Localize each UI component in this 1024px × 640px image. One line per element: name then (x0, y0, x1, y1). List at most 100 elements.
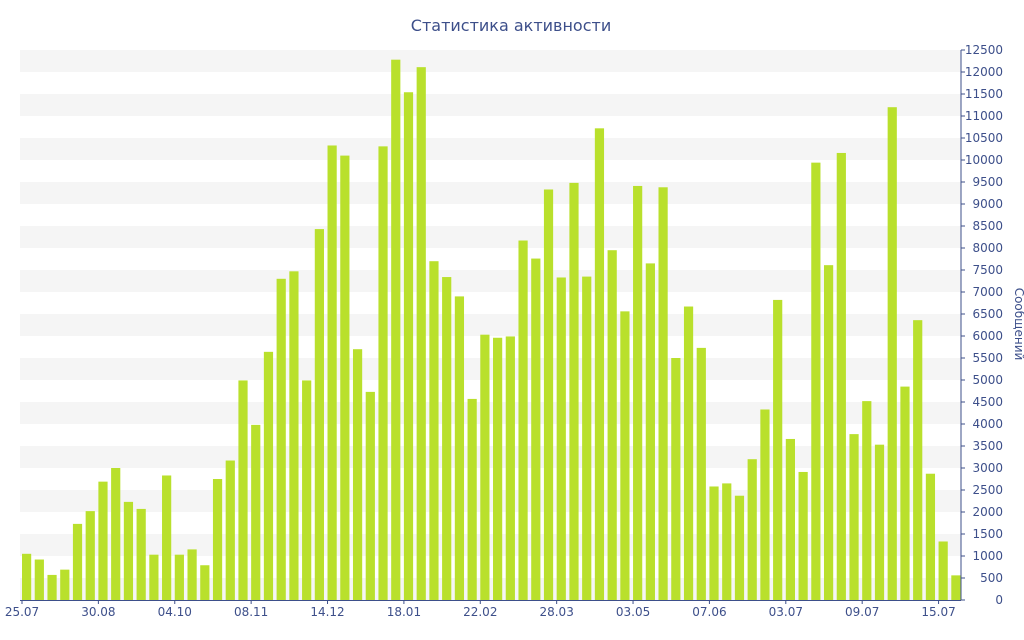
bar (200, 565, 210, 600)
bar (671, 358, 681, 600)
y-tick-label: 500 (980, 571, 1003, 585)
y-tick-label: 12500 (965, 43, 1003, 57)
chart-title: Статистика активности (411, 16, 611, 35)
y-tick-label: 8000 (972, 241, 1003, 255)
y-tick-label: 7500 (972, 263, 1003, 277)
grid-band (20, 138, 961, 160)
grid-band (20, 270, 961, 292)
bar (785, 438, 795, 600)
y-tick-label: 4000 (972, 417, 1003, 431)
bar (709, 486, 719, 600)
x-tick-label: 25.07 (5, 605, 39, 619)
bar (263, 351, 274, 600)
y-tick-label: 3000 (972, 461, 1003, 475)
bar (314, 229, 324, 600)
bar (594, 128, 605, 600)
y-tick-label: 4500 (972, 395, 1003, 409)
bar (862, 401, 872, 600)
bar (951, 575, 961, 600)
bar (900, 386, 910, 600)
bar (722, 483, 732, 600)
bar (174, 554, 184, 600)
bar (302, 380, 312, 600)
bar (225, 460, 235, 600)
y-tick-label: 9500 (972, 175, 1003, 189)
bar (773, 299, 783, 600)
bar (327, 145, 337, 601)
bar (658, 187, 668, 600)
bar (518, 240, 528, 600)
bar (442, 277, 452, 600)
bar (607, 250, 617, 600)
bar (747, 459, 757, 600)
bar-series (22, 59, 961, 601)
x-tick-label: 09.07 (845, 605, 879, 619)
bar (34, 559, 44, 600)
y-tick-label: 3500 (972, 439, 1003, 453)
grid-band (20, 182, 961, 204)
bar (251, 424, 261, 600)
bar (162, 475, 172, 600)
x-tick-label: 14.12 (310, 605, 344, 619)
bar (569, 182, 579, 600)
bar (72, 523, 83, 600)
x-tick-label: 30.08 (81, 605, 115, 619)
y-tick-label: 8500 (972, 219, 1003, 233)
y-tick-label: 12000 (965, 65, 1003, 79)
bar (276, 278, 286, 600)
y-tick-label: 10000 (965, 153, 1003, 167)
bar (531, 258, 541, 600)
bar (798, 471, 808, 600)
bar (823, 265, 834, 600)
bar (582, 276, 592, 600)
grid-band (20, 226, 961, 248)
bar (505, 336, 515, 600)
bar (836, 152, 846, 600)
bar (925, 473, 936, 600)
bar (289, 271, 299, 600)
x-tick-label: 08.11 (234, 605, 268, 619)
x-tick-label: 22.02 (463, 605, 497, 619)
grid-band (20, 50, 961, 72)
y-tick-label: 6000 (972, 329, 1003, 343)
y-tick-label: 11500 (965, 87, 1003, 101)
bar (620, 311, 630, 600)
x-tick-label: 28.03 (539, 605, 573, 619)
y-tick-label: 1000 (972, 549, 1003, 563)
x-tick-label: 07.06 (692, 605, 726, 619)
bar (212, 479, 223, 600)
y-tick-label: 5500 (972, 351, 1003, 365)
bar (633, 185, 643, 600)
bar (47, 574, 57, 600)
bar (760, 409, 770, 600)
bar (849, 434, 859, 600)
bar (454, 296, 465, 600)
grid-band (20, 402, 961, 424)
y-tick-label: 2500 (972, 483, 1003, 497)
bar (416, 67, 426, 600)
grid-band (20, 94, 961, 116)
bar (365, 391, 375, 600)
bar (734, 495, 745, 600)
bar (467, 398, 477, 600)
x-tick-label: 03.05 (616, 605, 650, 619)
x-tick-labels: 25.07 30.08 04.10 08.11 14.12 18.01 22.02 28.03… (5, 600, 956, 619)
y-tick-label: 5000 (972, 373, 1003, 387)
grid-band (20, 314, 961, 336)
bar (683, 306, 694, 600)
bar (136, 508, 146, 600)
grid-bands (20, 50, 961, 600)
bar (187, 549, 197, 600)
x-tick-label: 18.01 (387, 605, 421, 619)
bar (429, 261, 439, 600)
x-tick-label: 03.07 (769, 605, 803, 619)
x-tick-label: 04.10 (158, 605, 192, 619)
y-tick-label: 1500 (972, 527, 1003, 541)
bar (111, 468, 121, 600)
bar (874, 444, 885, 600)
bar (938, 541, 948, 600)
bar (696, 347, 706, 600)
y-tick-labels: 0 500 1000 1500 2000 2500 3000 3500 4000 4500 5000… (961, 43, 1003, 607)
